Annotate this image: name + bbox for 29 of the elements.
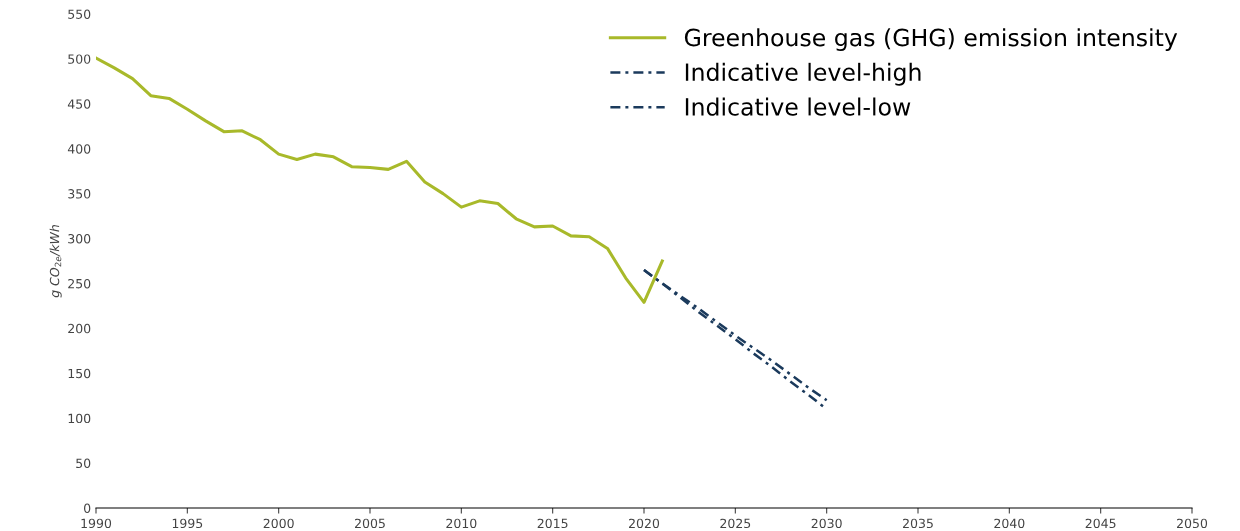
x-tick-label: 2010 [446,518,477,529]
y-tick-label: 400 [67,144,91,154]
y-tick-label: 550 [68,9,91,19]
x-tick-label: 2005 [355,518,385,529]
y-tick-label: 350 [68,189,91,199]
legend-label: Indicative level-low [685,97,911,116]
y-tick-label: 50 [76,458,91,469]
x-tick-label: 2000 [263,518,294,529]
y-axis-title: g CO$_{2e}$/kWh [49,225,62,298]
y-tick-label: 450 [67,99,91,109]
x-tick-label: 1995 [172,518,203,529]
x-tick-label: 2035 [903,518,933,529]
x-tick-label: 2015 [537,518,568,529]
y-tick-label: 100 [68,413,91,424]
x-tick-label: 2040 [994,518,1025,529]
legend-label: Greenhouse gas (GHG) emission intensity [684,28,1178,52]
x-tick-label: 2030 [811,518,842,529]
x-tick-label: 2050 [1177,518,1208,529]
legend-label: Indicative level-high [685,62,921,86]
x-tick-label: 2025 [720,518,751,529]
y-tick-label: 500 [68,54,91,64]
y-tick-label: 0 [84,503,91,513]
y-tick-label: 250 [68,278,91,289]
x-tick-label: 1990 [81,518,112,529]
x-tick-label: 2045 [1085,518,1116,529]
y-tick-label: 200 [68,323,91,334]
x-tick-label: 2020 [629,518,660,529]
y-tick-label: 150 [68,368,91,379]
y-tick-label: 300 [68,234,91,244]
